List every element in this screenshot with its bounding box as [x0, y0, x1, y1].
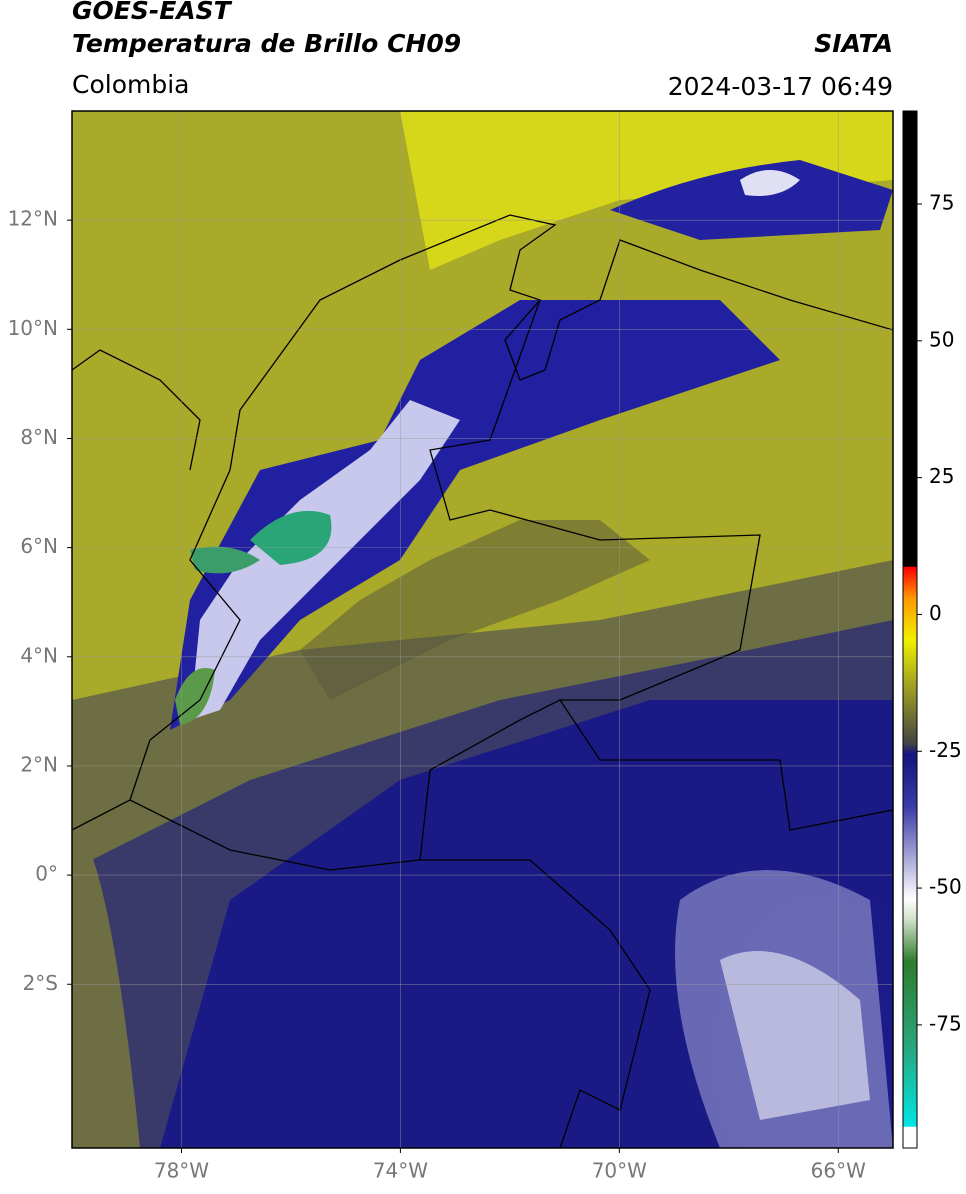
colorbar-tick-label: -50 [929, 875, 962, 899]
y-tick-label: 12°N [8, 207, 58, 231]
datetime: 2024-03-17 06:49 [668, 72, 893, 101]
satellite-image [72, 111, 893, 1148]
grid [72, 111, 893, 1148]
y-tick-label: 2°S [23, 971, 58, 995]
x-tick-label: 70°W [592, 1159, 647, 1183]
source: SIATA [814, 29, 893, 58]
y-tick-label: 10°N [8, 316, 58, 340]
x-tick-label: 74°W [373, 1159, 428, 1183]
y-tick-label: 8°N [20, 425, 58, 449]
colorbar-tick-label: 50 [929, 327, 954, 351]
y-tick-label: 2°N [20, 752, 58, 776]
title-line-2: Temperatura de Brillo CH09 [72, 29, 461, 58]
y-tick-label: 0° [35, 862, 58, 886]
colorbar [902, 110, 918, 1149]
map-frame [71, 110, 894, 1149]
x-tick-label: 78°W [154, 1159, 209, 1183]
title-line-1: GOES-EAST [72, 0, 233, 25]
region: Colombia [72, 70, 189, 99]
borders [71, 214, 894, 1149]
colorbar-tick-label: -25 [929, 738, 962, 762]
colorbar-tick-label: 0 [929, 601, 942, 625]
y-tick-label: 4°N [20, 643, 58, 667]
colorbar-tick-label: 25 [929, 464, 954, 488]
colorbar-tick-label: -75 [929, 1011, 962, 1035]
y-tick-label: 6°N [20, 534, 58, 558]
colorbar-tick-label: 75 [929, 191, 954, 215]
x-tick-label: 66°W [811, 1159, 866, 1183]
